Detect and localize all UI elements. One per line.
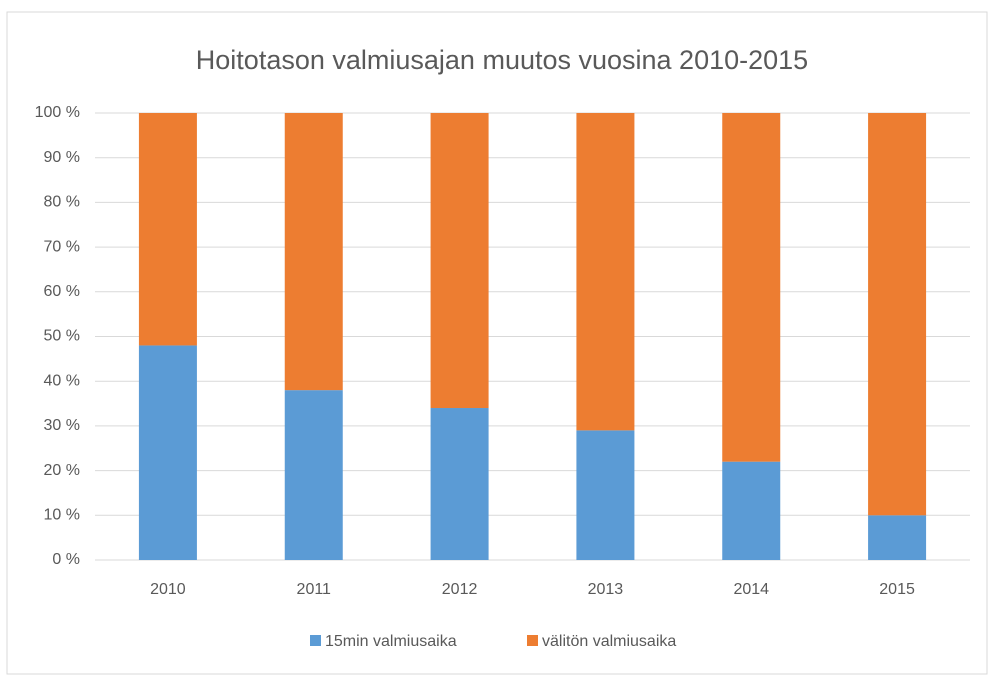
bar-segment bbox=[430, 113, 489, 409]
x-tick-label: 2011 bbox=[297, 581, 332, 598]
bar-segment bbox=[430, 408, 489, 560]
bar-segment bbox=[722, 113, 781, 462]
x-tick-label: 2014 bbox=[733, 581, 769, 598]
y-tick-label: 10 % bbox=[44, 507, 80, 524]
legend-label: 15min valmiusaika bbox=[325, 633, 457, 650]
bar-segment bbox=[576, 113, 635, 431]
bar-segment bbox=[576, 430, 635, 560]
legend-swatch bbox=[310, 635, 321, 646]
y-tick-label: 30 % bbox=[44, 417, 80, 434]
bar-segment bbox=[138, 113, 197, 346]
bar-segment bbox=[284, 113, 343, 391]
bar-segment bbox=[868, 113, 927, 516]
y-tick-label: 100 % bbox=[35, 104, 80, 121]
bar-segment bbox=[868, 515, 927, 560]
y-tick-label: 20 % bbox=[44, 462, 80, 479]
legend-swatch bbox=[527, 635, 538, 646]
x-tick-label: 2010 bbox=[150, 581, 186, 598]
x-tick-label: 2012 bbox=[442, 581, 478, 598]
x-tick-label: 2013 bbox=[588, 581, 624, 598]
bar-segment bbox=[138, 345, 197, 560]
y-tick-label: 0 % bbox=[52, 551, 80, 568]
y-tick-label: 40 % bbox=[44, 372, 80, 389]
x-tick-label: 2015 bbox=[879, 581, 915, 598]
y-tick-label: 70 % bbox=[44, 238, 80, 255]
y-tick-label: 50 % bbox=[44, 328, 80, 345]
y-tick-label: 60 % bbox=[44, 283, 80, 300]
chart-title: Hoitotason valmiusajan muutos vuosina 20… bbox=[196, 45, 808, 75]
bar-segment bbox=[722, 461, 781, 560]
legend-label: välitön valmiusaika bbox=[542, 633, 676, 650]
bar-segment bbox=[284, 390, 343, 560]
y-tick-label: 90 % bbox=[44, 149, 80, 166]
y-tick-label: 80 % bbox=[44, 194, 80, 211]
